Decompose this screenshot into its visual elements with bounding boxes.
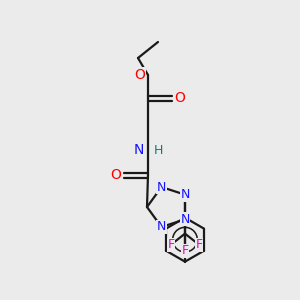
Text: O: O: [135, 68, 146, 82]
Text: N: N: [157, 181, 166, 194]
Text: O: O: [111, 168, 122, 182]
Text: N: N: [134, 143, 144, 157]
Text: O: O: [175, 91, 185, 105]
Text: F: F: [195, 238, 203, 251]
Text: N: N: [180, 213, 190, 226]
Text: F: F: [167, 238, 175, 251]
Text: F: F: [182, 244, 189, 257]
Text: N: N: [157, 220, 166, 233]
Text: N: N: [180, 188, 190, 201]
Text: H: H: [154, 143, 164, 157]
